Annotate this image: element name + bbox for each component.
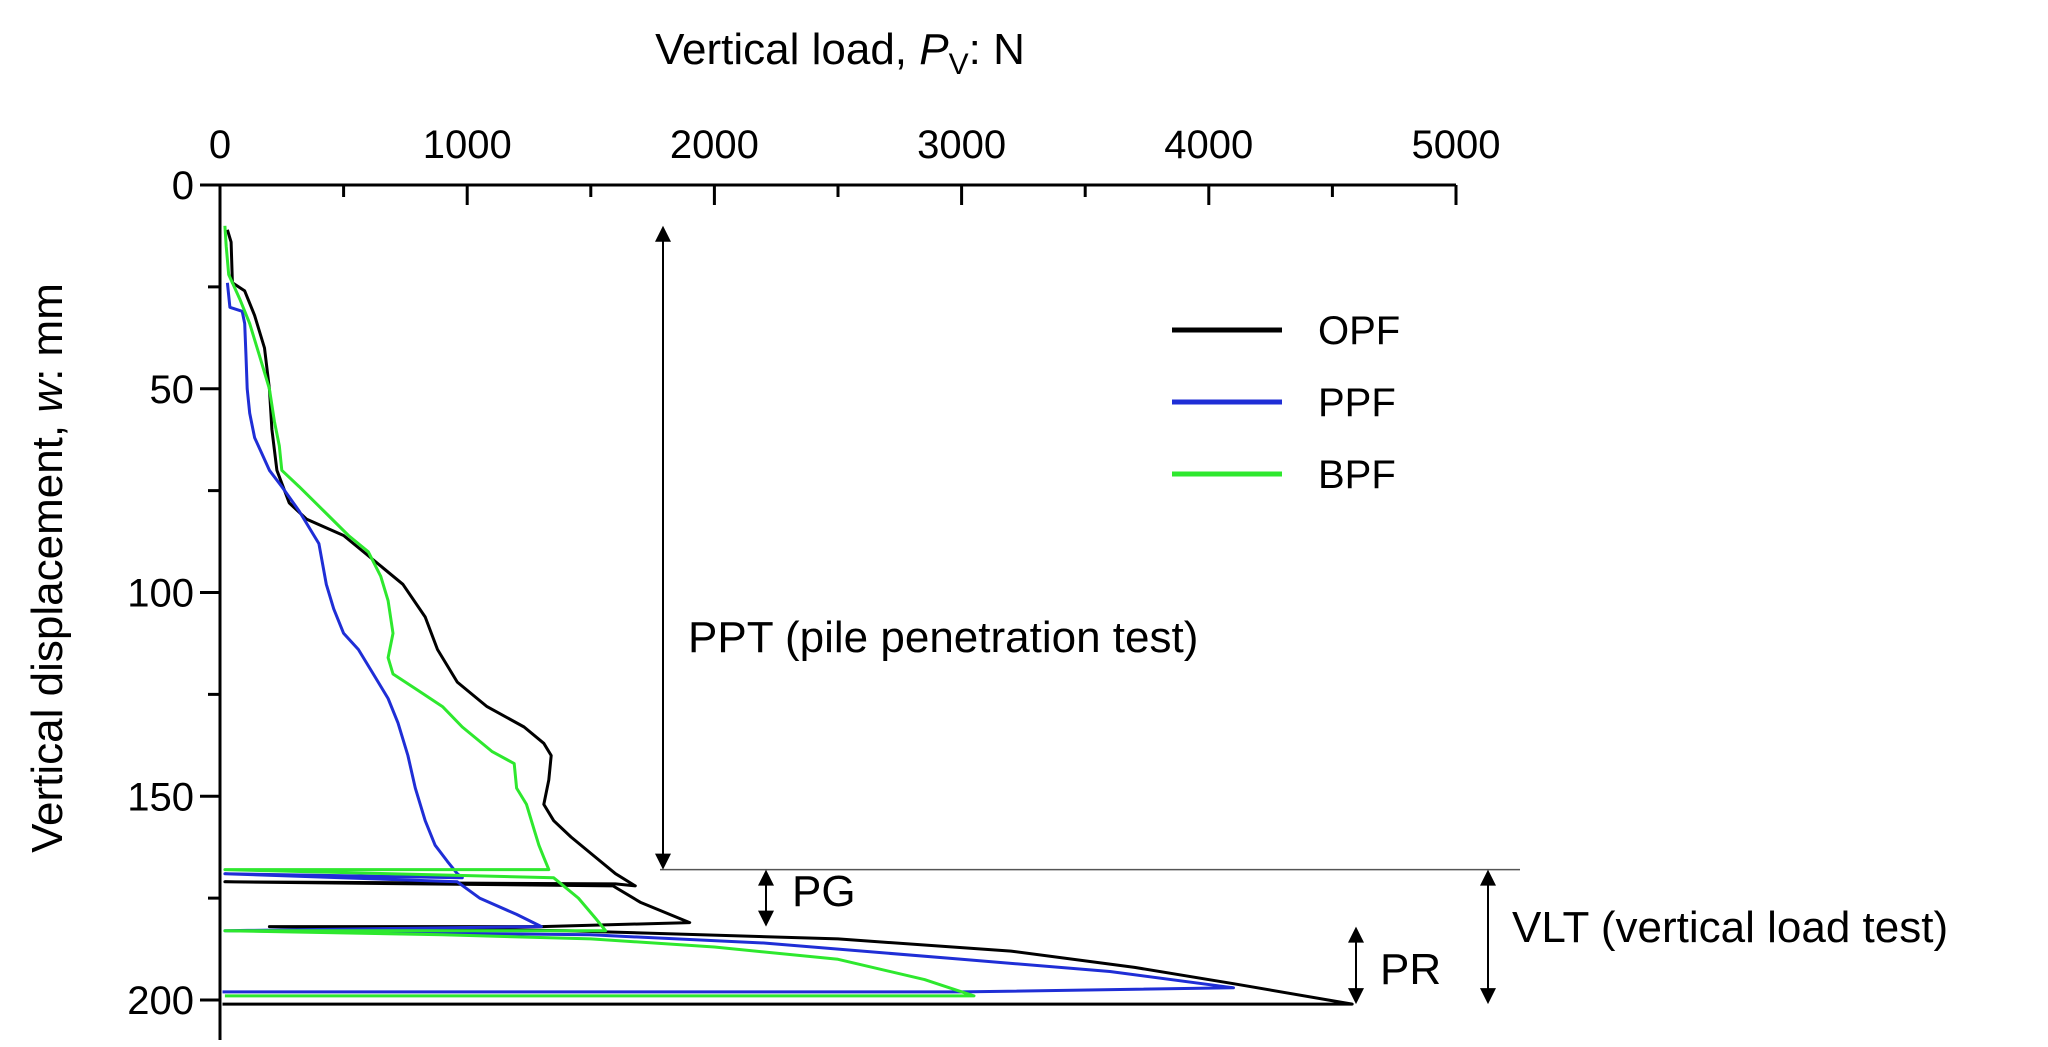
- arrow-head: [1480, 869, 1496, 886]
- arrow-head: [758, 910, 774, 927]
- x-tick-label: 4000: [1164, 123, 1253, 167]
- y-tick-label: 0: [172, 164, 194, 208]
- legend-label-bpf: BPF: [1318, 453, 1396, 497]
- x-axis-title-symbol: P: [919, 25, 949, 74]
- x-tick-label: 2000: [670, 123, 759, 167]
- arrow-head: [655, 853, 671, 870]
- x-axis-title-suffix: : N: [969, 25, 1025, 74]
- y-tick-label: 200: [127, 979, 194, 1023]
- series-line-bpf: [223, 225, 976, 998]
- x-axis-title: Vertical load, PV: N: [655, 25, 1025, 81]
- x-tick-label: 1000: [423, 123, 512, 167]
- arrow-head: [1480, 988, 1496, 1005]
- arrow-head: [655, 225, 671, 242]
- x-tick-label: 5000: [1412, 123, 1501, 167]
- y-tick-label: 150: [127, 775, 194, 819]
- x-tick-label: 0: [209, 123, 231, 167]
- y-axis-title-prefix: Vertical displacement,: [23, 413, 72, 853]
- y-tick-label: 100: [127, 572, 194, 616]
- y-tick-label: 50: [150, 368, 195, 412]
- x-tick-label: 3000: [917, 123, 1006, 167]
- y-axis-title-symbol: w: [23, 378, 72, 413]
- legend: OPF PPF BPF: [1172, 309, 1400, 497]
- annotations: PPT (pile penetration test) PG PR VLT (vert…: [655, 225, 1948, 1005]
- y-axis-title: Vertical displacement, w: mm: [23, 283, 72, 853]
- x-axis-title-prefix: Vertical load,: [655, 25, 919, 74]
- legend-label-opf: OPF: [1318, 309, 1400, 353]
- legend-label-ppf: PPF: [1318, 381, 1396, 425]
- arrow-head: [1348, 926, 1364, 943]
- arrow-head: [1348, 988, 1364, 1005]
- axis-ticks: 0 1000 2000 3000 4000 5000 0 50 100 150 200: [127, 123, 1500, 1023]
- annotation-pr: PR: [1380, 945, 1441, 994]
- y-axis-title-suffix: : mm: [23, 283, 72, 381]
- series-lines: [222, 225, 1354, 1006]
- annotation-vlt: VLT (vertical load test): [1512, 903, 1948, 952]
- annotation-pg: PG: [792, 867, 856, 916]
- x-axis-title-subscript: V: [949, 48, 969, 81]
- annotation-ppt: PPT (pile penetration test): [688, 613, 1198, 662]
- arrow-head: [758, 869, 774, 886]
